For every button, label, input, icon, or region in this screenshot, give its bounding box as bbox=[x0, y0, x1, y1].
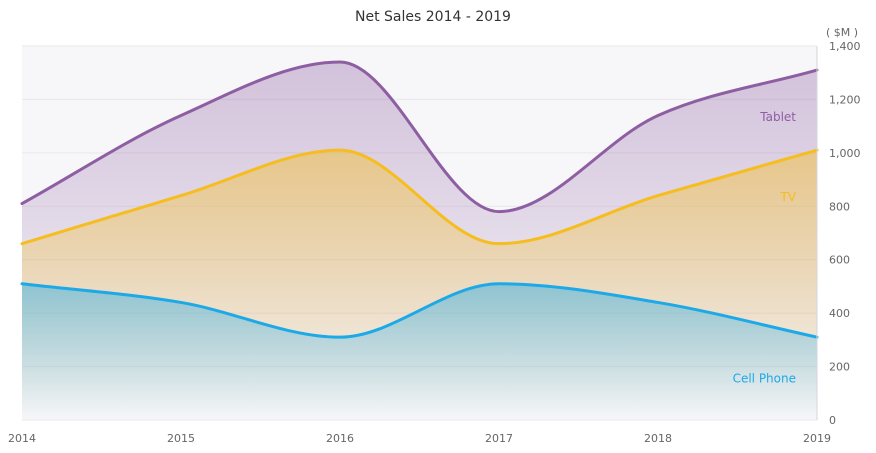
chart-title: Net Sales 2014 - 2019 bbox=[355, 9, 511, 25]
tv-line bbox=[20, 148, 819, 246]
y-tick-label-600: 600 bbox=[829, 254, 850, 267]
series-labels: Cell Phone TV Tablet bbox=[733, 110, 797, 386]
tablet-line bbox=[20, 60, 819, 214]
x-tick-label-2015: 2015 bbox=[167, 432, 195, 445]
cell-phone-area bbox=[22, 283, 817, 420]
tablet-label: Tablet bbox=[759, 110, 796, 124]
series-lines bbox=[20, 60, 819, 339]
y-tick-label-1000: 1,000 bbox=[829, 147, 861, 160]
y-tick-label-400: 400 bbox=[829, 307, 850, 320]
y-axis-unit-label: ( $M ) bbox=[826, 26, 858, 39]
x-tick-label-2016: 2016 bbox=[326, 432, 354, 445]
x-tick-label-2019: 2019 bbox=[803, 432, 831, 445]
series-areas bbox=[22, 62, 817, 421]
y-tick-label-1200: 1,200 bbox=[829, 93, 861, 106]
x-tick-label-2014: 2014 bbox=[8, 432, 36, 445]
y-tick-label-0: 0 bbox=[829, 414, 836, 427]
cell-phone-label: Cell Phone bbox=[733, 372, 796, 386]
cell-phone-line bbox=[20, 282, 819, 339]
x-tick-label-2017: 2017 bbox=[485, 432, 513, 445]
tv-label: TV bbox=[779, 190, 796, 204]
y-tick-label-1400: 1,400 bbox=[829, 40, 861, 53]
y-tick-label-200: 200 bbox=[829, 361, 850, 374]
y-tick-label-800: 800 bbox=[829, 200, 850, 213]
axes: 0 200 400 600 800 1,000 1,200 1,400 2014 2015 2016… bbox=[8, 40, 861, 445]
x-tick-label-2018: 2018 bbox=[644, 432, 672, 445]
